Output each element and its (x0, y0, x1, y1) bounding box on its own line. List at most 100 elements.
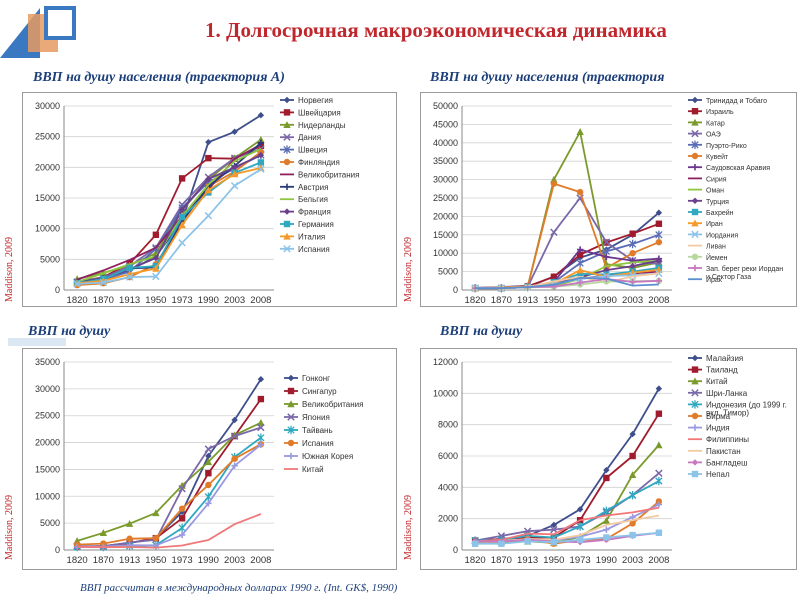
data-point (204, 458, 213, 466)
legend-marker (287, 439, 295, 447)
series-line (77, 168, 262, 285)
x-tick-label: 2003 (224, 295, 245, 306)
series-line (77, 167, 262, 285)
data-point (603, 474, 610, 482)
data-point (230, 170, 239, 178)
legend-entry: Бахрейн (688, 208, 734, 217)
source-label-b: Maddison, 2009 (403, 237, 414, 302)
x-tick-label: 1973 (570, 295, 591, 306)
data-point (178, 508, 186, 516)
legend-entry: Испания (284, 439, 334, 448)
panel-title-b: ВВП на душу населения (траектория (430, 70, 665, 85)
legend-entry: Филиппины (688, 435, 749, 444)
legend-entry: Гонконг (284, 374, 330, 383)
data-point (178, 213, 186, 221)
y-tick-label: 20000 (433, 211, 458, 221)
series-10 (471, 529, 663, 547)
x-tick-label: 1950 (145, 295, 166, 306)
legend-entry: Дания (280, 133, 321, 142)
legend-marker (691, 354, 699, 362)
y-tick-label: 8000 (438, 420, 458, 430)
data-point (204, 186, 213, 194)
legend-entry: Китай (688, 377, 728, 386)
chart-trajectory-b: 0 5000 10000 15000 20000 25000 30000 35000 40000… (433, 96, 783, 306)
data-point (655, 469, 663, 477)
x-tick-label: 1870 (491, 555, 512, 566)
legend-label: ОАЭ (706, 132, 721, 139)
legend-marker (283, 158, 291, 166)
legend-marker (287, 425, 295, 435)
data-point (125, 519, 134, 527)
data-point (257, 375, 265, 383)
legend-marker (283, 183, 291, 190)
panel-title-c: ВВП на душу (28, 324, 111, 339)
legend-entry: Бельгия (280, 195, 328, 204)
series-line (76, 148, 262, 283)
legend-entry: Франция (280, 208, 331, 217)
legend-label: Испания (302, 439, 334, 448)
data-point (152, 244, 160, 254)
y-tick-label: 0 (55, 545, 60, 555)
y-tick-label: 12000 (433, 357, 458, 367)
legend-entry: Кувейт (688, 152, 729, 161)
legend-entry: Катар (688, 118, 725, 127)
series-7 (77, 513, 262, 549)
x-tick-label: 1950 (543, 555, 564, 566)
legend-marker (691, 253, 699, 260)
data-point (576, 188, 584, 196)
chart-frame-a (22, 92, 397, 307)
legend-entry: Бирма (688, 412, 731, 421)
series-line (474, 472, 660, 542)
y-tick-label: 25000 (35, 411, 60, 421)
legend-entry: Непал (688, 470, 730, 479)
data-point (205, 452, 212, 460)
data-point (257, 136, 265, 143)
y-tick-label: 10000 (35, 491, 60, 501)
legend-marker (691, 108, 699, 115)
legend-entry: Тайвань (284, 425, 333, 435)
data-point (576, 251, 584, 258)
x-tick-label: 2003 (622, 555, 643, 566)
legend-marker (283, 121, 291, 128)
legend-marker (691, 140, 699, 149)
data-point (230, 182, 239, 190)
legend-label: Бирма (706, 412, 731, 421)
logo (0, 6, 76, 58)
x-tick-label: 2008 (250, 555, 271, 566)
data-point (576, 536, 584, 544)
data-point (655, 410, 663, 417)
legend-marker (691, 118, 699, 126)
legend-marker (691, 412, 699, 420)
y-tick-label: 40000 (433, 138, 458, 148)
legend-entry: Китай (284, 465, 324, 474)
data-point (205, 500, 212, 507)
data-point (257, 441, 265, 448)
legend-entry: Шри-Ланка (688, 389, 748, 398)
y-tick-label: 20000 (35, 438, 60, 448)
series-10 (73, 159, 265, 287)
data-point (152, 534, 160, 542)
legend-marker (691, 400, 699, 409)
legend-label: Сингапур (302, 387, 337, 396)
x-tick-label: 1913 (517, 295, 538, 306)
legend-label: Иордания (706, 232, 738, 239)
y-tick-label: 5000 (438, 267, 458, 277)
data-point (576, 270, 584, 278)
data-point (231, 164, 238, 171)
legend-entry: Великобритания (280, 170, 359, 179)
legend-label: Ирак (706, 277, 723, 284)
chart-south-asia: 0 2000 4000 6000 8000 10000 12000 1820 1870 1913 1… (433, 354, 787, 566)
data-point (655, 277, 663, 284)
legend-label: Шри-Ланка (706, 389, 748, 398)
y-tick-label: 45000 (433, 119, 458, 129)
data-point (152, 272, 160, 281)
data-point (524, 538, 531, 545)
y-tick-label: 30000 (35, 101, 60, 111)
x-tick-label: 1973 (570, 555, 591, 566)
data-point (178, 485, 186, 493)
x-tick-label: 1820 (67, 555, 88, 566)
legend-entry: Таиланд (688, 366, 738, 375)
data-point (655, 209, 663, 216)
logo-inner (48, 10, 72, 36)
legend-entry: Норвегия (280, 96, 333, 105)
